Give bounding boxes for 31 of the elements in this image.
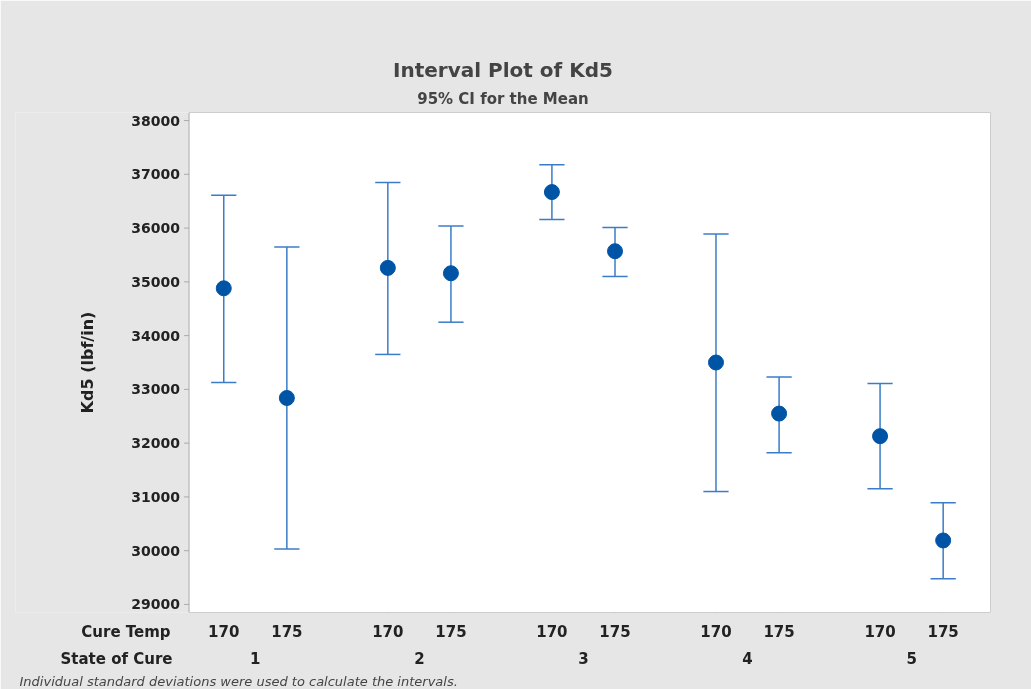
- x-tick-label: 175: [599, 622, 631, 641]
- text: State of Cure: [60, 649, 173, 668]
- x-tick-label: 175: [927, 622, 959, 641]
- y-axis-title: Kd5 (lbf/in): [78, 311, 98, 414]
- y-tick-label: 32000: [131, 435, 181, 452]
- x-tick-label: 170: [864, 622, 896, 641]
- x-tick-label: 170: [700, 622, 732, 641]
- y-tick-label: 34000: [131, 327, 181, 344]
- y-tick-label: 33000: [131, 381, 181, 398]
- chart-title: Interval Plot of Kd5: [393, 57, 613, 82]
- x-tick-label: 175: [435, 622, 467, 641]
- x-tick-label: 170: [208, 622, 240, 641]
- x-tick-label: 170: [536, 622, 568, 641]
- y-tick-label: 37000: [131, 166, 181, 183]
- x-tick-label: 175: [763, 622, 795, 641]
- y-tick-label: 30000: [131, 542, 181, 559]
- x-tick-label: 175: [271, 622, 303, 641]
- text: Individual standard deviations were used to calculate the intervals.: [19, 673, 458, 689]
- x-axis-title: Cure Temp: [81, 622, 171, 641]
- y-tick-label: 35000: [131, 273, 181, 290]
- y-tick-label: 38000: [131, 112, 181, 129]
- y-tick-label: 36000: [131, 220, 181, 237]
- y-tick-label: 29000: [131, 596, 181, 613]
- text: 5: [906, 649, 917, 668]
- chart-subtitle: 95% CI for the Mean: [417, 89, 589, 108]
- y-tick-label: 31000: [131, 488, 181, 505]
- x-tick-label: 170: [372, 622, 404, 641]
- text: 2: [414, 649, 425, 668]
- text: 1: [250, 649, 261, 668]
- text: 3: [578, 649, 589, 668]
- text: 4: [742, 649, 753, 668]
